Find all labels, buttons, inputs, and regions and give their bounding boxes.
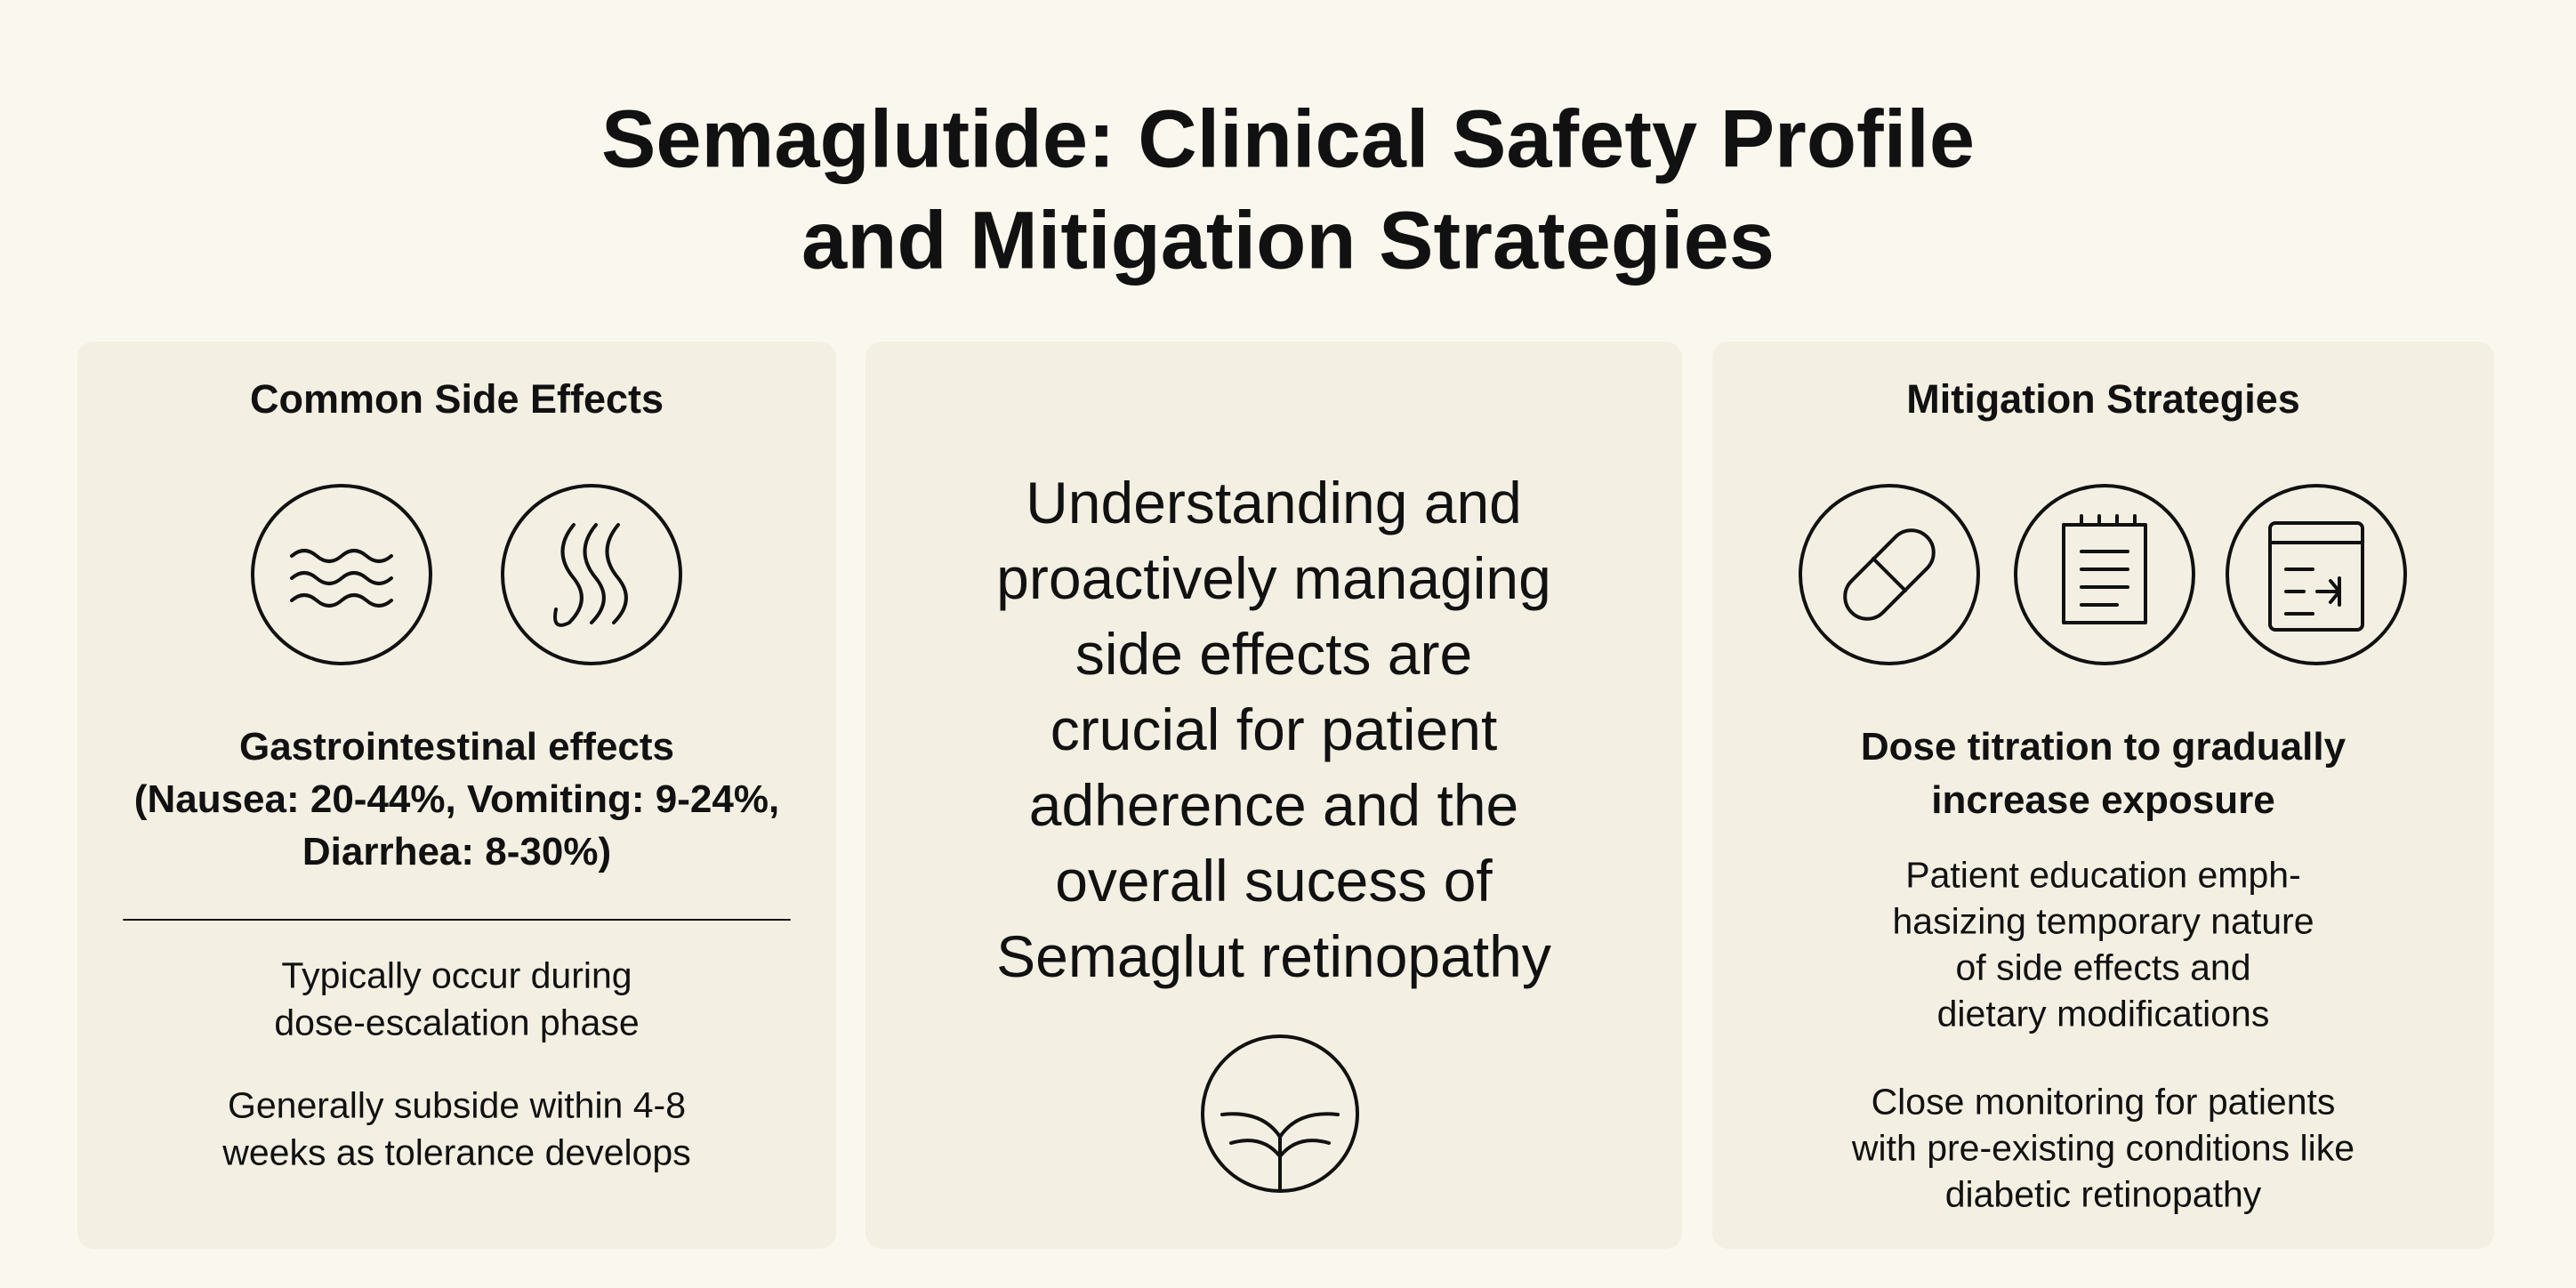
highlight-line: Dose titration to gradually: [1860, 725, 2347, 769]
panel-heading: Common Side Effects: [249, 376, 664, 422]
statement-line: side effects are: [1075, 621, 1473, 687]
note-line: diabetic retinopathy: [1944, 1173, 2262, 1215]
statement-line: Semaglut retinopathy: [996, 923, 1551, 989]
note-line: weeks as tolerance develops: [222, 1131, 691, 1173]
sprout-icon: [1201, 1034, 1359, 1193]
center-panel: [865, 342, 1682, 1249]
note-line: Patient education emph-: [1905, 854, 2301, 896]
calendar-icon: [2226, 484, 2407, 665]
highlight-line: Gastrointestinal effects: [238, 725, 675, 769]
note-line: hasizing temporary nature: [1892, 900, 2314, 942]
center-text: Understanding and proactively managing sid…: [865, 0, 1682, 1288]
note-line: dose-escalation phase: [274, 1002, 640, 1043]
note-line: with pre-existing conditions like: [1851, 1127, 2355, 1169]
left-panel: [77, 342, 836, 1249]
statement-line: crucial for patient: [1050, 696, 1498, 762]
statement-line: adherence and the: [1028, 772, 1519, 838]
right-text: Mitigation Strategies Dose titration to g…: [1712, 0, 2494, 1288]
highlight-line: Diarrhea: 8-30%): [302, 830, 612, 873]
right-panel: [1712, 342, 2494, 1249]
note-line: Typically occur during: [281, 954, 632, 996]
pill-icon: [1799, 484, 1980, 665]
statement-line: overall sucess of: [1055, 848, 1493, 914]
panel-heading: Mitigation Strategies: [1906, 376, 2300, 422]
note-line: Close monitoring for patients: [1871, 1081, 2336, 1123]
notebook-icon: [2014, 484, 2195, 665]
waves-icon: [251, 484, 432, 665]
title-block: Semaglutide: Clinical Safety Profile and …: [0, 0, 2576, 302]
title-line: and Mitigation Strategies: [801, 195, 1775, 286]
statement-line: proactively managing: [996, 545, 1551, 611]
highlight-line: increase exposure: [1931, 778, 2275, 822]
left-text: Common Side Effects Gastrointestinal effe…: [77, 0, 836, 1288]
note-line: dietary modifications: [1936, 993, 2270, 1034]
statement-line: Understanding and: [1026, 470, 1522, 535]
note-line: Generally subside within 4-8: [227, 1084, 687, 1126]
highlight-line: (Nausea: 20-44%, Vomiting: 9-24%,: [133, 777, 780, 821]
note-line: of side effects and: [1955, 946, 2251, 988]
title-line: Semaglutide: Clinical Safety Profile: [601, 93, 1975, 185]
swirl-icon: [501, 484, 682, 665]
